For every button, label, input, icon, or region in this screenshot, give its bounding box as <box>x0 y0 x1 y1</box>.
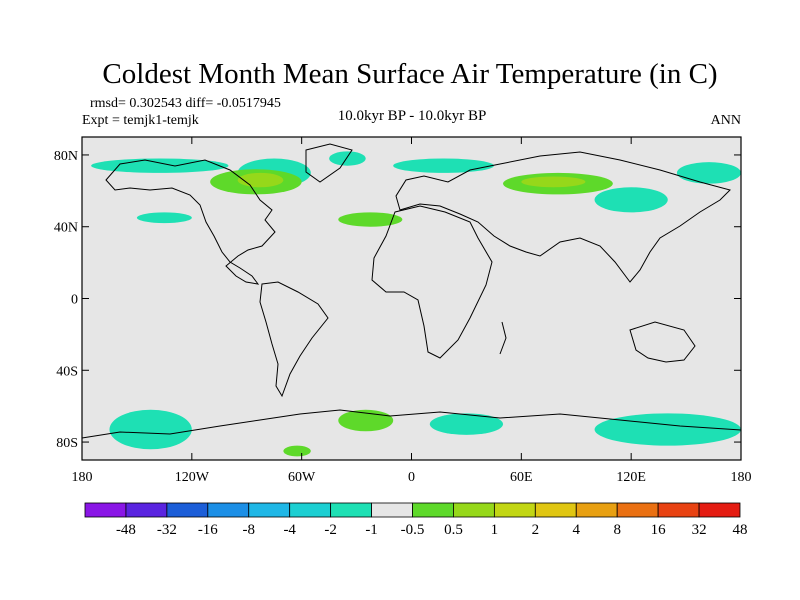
colorbar-label-4: -8 <box>243 522 256 538</box>
colorbar-label-2: -32 <box>157 522 177 538</box>
coastlines <box>81 143 742 439</box>
colorbar-box-12 <box>534 502 577 518</box>
anomaly-patch-4 <box>393 158 494 173</box>
anomaly-patch-16 <box>237 172 284 188</box>
colorbar-label-14: 16 <box>651 522 667 538</box>
colorbar-box-14 <box>616 502 659 518</box>
y-tick-label-1: 80N <box>54 149 78 164</box>
colorbar-box-4 <box>207 502 250 518</box>
colorbar-label-11: 2 <box>532 522 540 538</box>
y-tick-label-2: 40N <box>54 221 78 236</box>
period-label: 10.0kyr BP - 10.0kyr BP <box>338 108 487 124</box>
x-tick-label-5: 60E <box>510 470 533 485</box>
x-tick-label-6: 120E <box>616 470 646 485</box>
y-axis: 80N 40N 0 40S 80S <box>54 149 741 451</box>
anomaly-patch-13 <box>338 212 403 227</box>
anomaly-patch-15 <box>283 445 311 457</box>
anomaly-patch-9 <box>594 413 741 446</box>
colorbar-label-7: -1 <box>365 522 378 538</box>
colorbar-box-7 <box>330 502 372 518</box>
y-tick-label-5: 80S <box>56 436 78 451</box>
x-tick-label-7: 180 <box>731 470 752 485</box>
colorbar-label-15: 32 <box>692 522 707 538</box>
colorbar-box-9 <box>412 502 454 518</box>
colorbar: -48 -32 -16 -8 -4 -2 -1 -0.5 0.5 1 2 4 8 16 32 48 <box>84 502 748 538</box>
anomaly-patch-6 <box>676 162 741 184</box>
colorbar-label-8: -0.5 <box>401 522 425 538</box>
colorbar-box-5 <box>248 502 291 518</box>
colorbar-box-2 <box>125 502 168 518</box>
colorbar-label-5: -4 <box>283 522 296 538</box>
x-tick-label-3: 60W <box>288 470 316 485</box>
colorbar-box-16 <box>698 502 741 518</box>
anomaly-patch-3 <box>329 151 366 166</box>
colorbar-box-1 <box>84 502 127 518</box>
colorbar-label-3: -16 <box>198 522 218 538</box>
y-tick-label-3: 0 <box>71 293 78 308</box>
colorbar-label-10: 1 <box>491 522 499 538</box>
colorbar-label-12: 4 <box>573 522 581 538</box>
colorbar-label-1: -48 <box>116 522 136 538</box>
x-axis: 180 120W 60W 0 60E 120E 180 <box>72 137 752 485</box>
x-tick-label-4: 0 <box>408 470 415 485</box>
experiment-line: Expt = temjk1-temjk <box>82 113 199 128</box>
chart-title: Coldest Month Mean Surface Air Temperatu… <box>102 58 717 90</box>
stats-line: rmsd= 0.302543 diff= -0.0517945 <box>90 96 281 111</box>
colorbar-box-15 <box>657 502 700 518</box>
colorbar-label-13: 8 <box>613 522 621 538</box>
anomaly-patch-10 <box>429 413 504 435</box>
anomaly-patch-8 <box>109 409 192 450</box>
anomaly-patch-5 <box>594 187 668 213</box>
colorbar-box-13 <box>575 502 618 518</box>
colorbar-box-6 <box>289 502 332 518</box>
colorbar-box-3 <box>166 502 209 518</box>
x-tick-label-2: 120W <box>175 470 210 485</box>
colorbar-box-11 <box>493 502 536 518</box>
anomaly-patch-17 <box>521 176 586 188</box>
colorbar-box-10 <box>453 502 495 518</box>
anomaly-patch-7 <box>136 212 192 224</box>
colorbar-label-16: 48 <box>733 522 748 538</box>
x-tick-label-1: 180 <box>72 470 93 485</box>
colorbar-box-8 <box>371 502 413 518</box>
season-label: ANN <box>711 113 741 128</box>
map-background <box>82 137 741 460</box>
y-tick-label-4: 40S <box>56 364 78 379</box>
colorbar-label-9: 0.5 <box>444 522 463 538</box>
colorbar-label-6: -2 <box>324 522 337 538</box>
